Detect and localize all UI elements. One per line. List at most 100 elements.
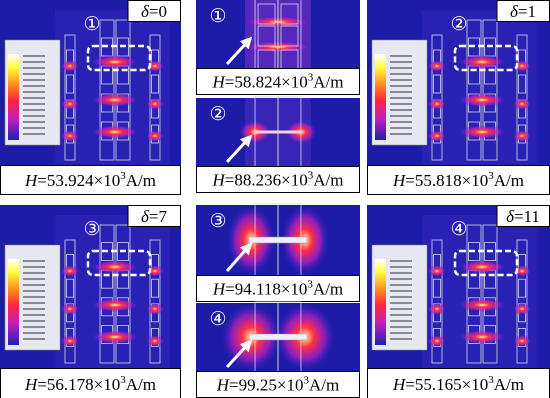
- legend-colorbar: [8, 54, 19, 140]
- conductor-outline: [257, 25, 276, 47]
- spacer-bar: [248, 236, 308, 244]
- field-glow: [146, 303, 164, 315]
- legend-tick: [390, 272, 412, 274]
- field-glow: [458, 55, 506, 69]
- field-caption: H=53.924×103A/m: [24, 170, 156, 190]
- field-glow: [146, 265, 164, 277]
- conductor-outline: [466, 19, 482, 161]
- legend-tick: [390, 121, 412, 123]
- delta-symbol: δ: [141, 2, 150, 21]
- legend-tick: [23, 314, 45, 316]
- conductor-outline: [433, 278, 441, 298]
- field-glow: [91, 125, 139, 139]
- field-glow: [61, 303, 79, 315]
- field-glow: [513, 60, 531, 72]
- delta-label: δ=1: [510, 2, 536, 21]
- field-glow: [428, 60, 446, 72]
- legend-tick: [390, 302, 412, 304]
- caption-box: [367, 165, 550, 195]
- legend-tick: [390, 296, 412, 298]
- legend-tick: [390, 61, 412, 63]
- legend-tick: [23, 79, 45, 81]
- conductor-outline: [516, 239, 528, 364]
- field-unit: A/m: [313, 73, 343, 92]
- field-glow: [513, 130, 531, 142]
- legend-tick: [390, 85, 412, 87]
- highlight-box: [86, 44, 152, 72]
- legend-tick: [390, 314, 412, 316]
- zoom-panel: ④ H=99.25×103A/m: [196, 301, 360, 398]
- caption-box: [196, 275, 360, 302]
- legend-tick: [390, 55, 412, 57]
- field-glow: [146, 60, 164, 72]
- field-exponent: 3: [308, 72, 314, 84]
- field-glow: [91, 260, 139, 274]
- legend-tick: [390, 332, 412, 334]
- conductor-outline: [115, 19, 131, 161]
- field-symbol: H: [212, 280, 227, 299]
- legend-tick: [390, 284, 412, 286]
- field-symbol: H: [216, 376, 231, 395]
- conductor-outline: [433, 74, 441, 94]
- field-glow: [428, 98, 446, 110]
- legend-tick: [390, 266, 412, 268]
- legend-tick: [23, 308, 45, 310]
- spacer-bar: [248, 333, 308, 341]
- region-marker: ①: [209, 6, 226, 27]
- legend-tick: [23, 320, 45, 322]
- delta-box: [127, 205, 181, 227]
- field-glow: [458, 298, 506, 312]
- highlight-box: [86, 249, 152, 277]
- field-caption: H=94.118×103A/m: [212, 279, 343, 299]
- highlight-box: [453, 249, 519, 277]
- legend-colorbar: [8, 259, 19, 345]
- delta-label: δ=7: [141, 207, 167, 226]
- field-symbol: H: [392, 375, 407, 394]
- legend-tick: [23, 67, 45, 69]
- pointer-arrow: [225, 36, 253, 66]
- legend-colorbar: [375, 259, 386, 345]
- field-glow: [91, 330, 139, 344]
- simulation-panel: ② δ=1 H=55.818×103A/m: [367, 0, 550, 195]
- legend-tick: [23, 91, 45, 93]
- delta-value: =7: [149, 207, 168, 226]
- field-glow: [513, 98, 531, 110]
- pointer-arrow: [225, 134, 253, 164]
- field-glow: [513, 303, 531, 315]
- legend-tick: [390, 308, 412, 310]
- legend-tick: [23, 85, 45, 87]
- legend-tick: [390, 73, 412, 75]
- legend-tick: [390, 278, 412, 280]
- caption-box: [196, 166, 360, 193]
- conductor-outline: [64, 239, 76, 364]
- legend-tick: [390, 79, 412, 81]
- field-symbol: H: [24, 171, 39, 190]
- legend-tick: [23, 127, 45, 129]
- field-exponent: 3: [303, 375, 309, 387]
- field-value: =88.236×10: [225, 171, 308, 190]
- legend-tick: [23, 296, 45, 298]
- delta-symbol: δ: [141, 207, 150, 226]
- field-glow: [146, 98, 164, 110]
- delta-value: =0: [149, 2, 167, 21]
- caption-box: [196, 68, 360, 95]
- field-unit: A/m: [313, 280, 343, 299]
- legend-tick: [390, 67, 412, 69]
- legend-tick: [390, 290, 412, 292]
- conductor-outline: [431, 239, 443, 364]
- field-glow: [458, 330, 506, 344]
- legend-tick: [23, 290, 45, 292]
- caption-box: [0, 165, 181, 195]
- region-marker: ③: [209, 211, 226, 232]
- legend-tick: [23, 97, 45, 99]
- field-glow: [61, 265, 79, 277]
- conductor-outline: [482, 19, 498, 161]
- field-unit: A/m: [309, 376, 339, 395]
- conductor-outline: [518, 278, 526, 298]
- field-value: =58.824×10: [225, 73, 308, 92]
- conductor-outline: [149, 239, 161, 364]
- conductor-outline: [518, 74, 526, 94]
- simulation-panel: ③ δ=7 H=56.178×103A/m: [0, 205, 181, 398]
- field-glow: [458, 125, 506, 139]
- field-glow: [513, 335, 531, 347]
